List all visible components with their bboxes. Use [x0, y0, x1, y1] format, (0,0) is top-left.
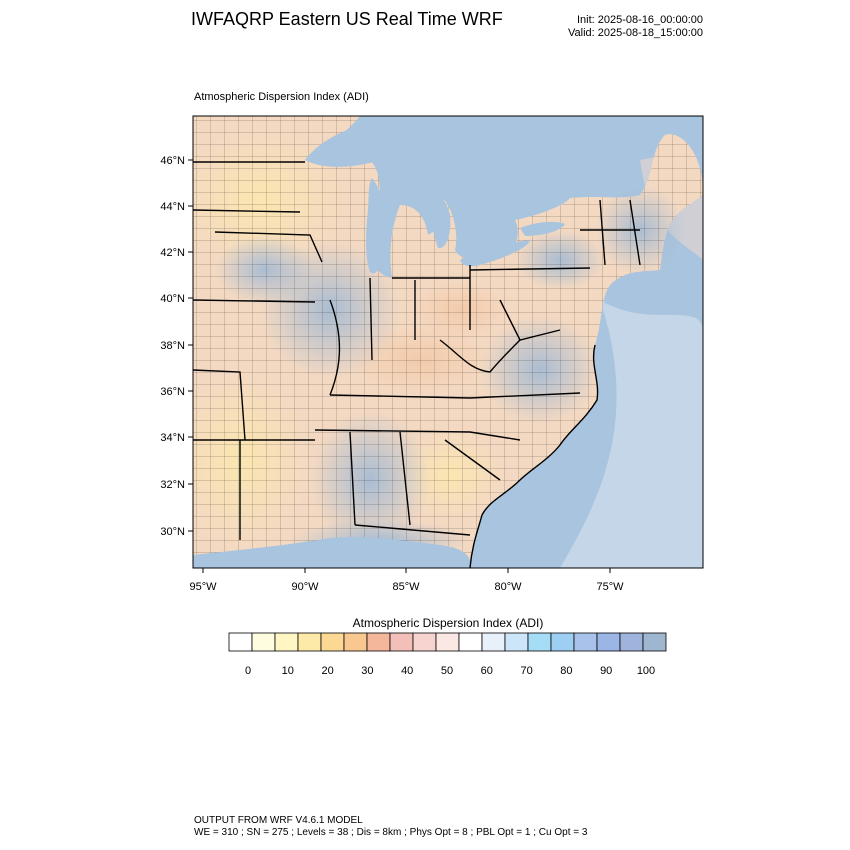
init-time: Init: 2025-08-16_00:00:00 — [577, 14, 703, 26]
lat-tick-label: 44°N — [160, 201, 185, 213]
map-frame — [192, 115, 704, 569]
run-times: Init: 2025-08-16_00:00:00 Valid: 2025-08… — [568, 14, 703, 40]
colorbar-tick-labels: 0 10 20 30 40 50 60 70 80 90 100 — [245, 665, 655, 677]
lake-huron — [408, 178, 451, 249]
colorbar-tick-label: 80 — [560, 665, 572, 677]
colorbar-swatch — [642, 632, 667, 652]
colorbar-swatch — [504, 632, 529, 652]
colorbar-tick-label: 60 — [481, 665, 493, 677]
page-title: IWFAQRP Eastern US Real Time WRF — [191, 9, 503, 29]
model-info-line2: WE = 310 ; SN = 275 ; Levels = 38 ; Dis … — [194, 827, 588, 838]
lake-michigan — [366, 178, 387, 274]
coastline — [469, 344, 599, 568]
lat-tick-label: 40°N — [160, 293, 185, 305]
colorbar-swatch — [343, 632, 368, 652]
longitude-axis: 95°W 90°W 85°W 80°W 75°W — [189, 568, 624, 593]
colorbar-tick-label: 50 — [441, 665, 453, 677]
map-area — [193, 116, 703, 568]
colorbar-swatch — [573, 632, 598, 652]
colorbar-swatch — [550, 632, 575, 652]
lat-tick-label: 32°N — [160, 479, 185, 491]
colorbar-swatch — [274, 632, 299, 652]
colorbar-tick-label: 30 — [361, 665, 373, 677]
colorbar-swatch — [297, 632, 322, 652]
colorbar-swatch — [251, 632, 276, 652]
colorbar-swatch — [435, 632, 460, 652]
colorbar — [228, 632, 667, 652]
colorbar-swatch — [320, 632, 345, 652]
lake-ontario — [520, 221, 565, 236]
colorbar-tick-label: 0 — [245, 665, 251, 677]
colorbar-swatch — [481, 632, 506, 652]
colorbar-swatch — [389, 632, 414, 652]
lake-erie — [460, 240, 530, 267]
colorbar-swatch — [527, 632, 552, 652]
lat-tick-label: 30°N — [160, 526, 185, 538]
colorbar-tick-label: 40 — [401, 665, 413, 677]
colorbar-swatch — [619, 632, 644, 652]
state-borders — [193, 161, 641, 540]
colorbar-tick-label: 10 — [282, 665, 294, 677]
lon-tick-label: 75°W — [596, 581, 624, 593]
lat-tick-label: 38°N — [160, 340, 185, 352]
colorbar-swatch — [412, 632, 437, 652]
gulf-of-mexico — [193, 537, 472, 568]
model-info-line1: OUTPUT FROM WRF V4.6.1 MODEL — [194, 815, 363, 826]
colorbar-swatch — [596, 632, 621, 652]
lon-tick-label: 80°W — [494, 581, 522, 593]
colorbar-tick-label: 90 — [600, 665, 612, 677]
colorbar-swatch — [458, 632, 483, 652]
lon-tick-label: 95°W — [189, 581, 217, 593]
latitude-axis: 46°N 44°N 42°N 40°N 38°N 36°N 34°N 32°N 30°N — [160, 155, 193, 538]
colorbar-tick-label: 100 — [637, 665, 655, 677]
lat-tick-label: 46°N — [160, 155, 185, 167]
valid-time: Valid: 2025-08-18_15:00:00 — [568, 27, 703, 39]
lake-superior — [305, 121, 423, 167]
lon-tick-label: 90°W — [291, 581, 319, 593]
plot-subtitle: Atmospheric Dispersion Index (ADI) — [194, 91, 369, 103]
lon-tick-label: 85°W — [392, 581, 420, 593]
ocean-light-band — [560, 300, 703, 568]
model-info: OUTPUT FROM WRF V4.6.1 MODEL WE = 310 ; … — [194, 815, 587, 839]
colorbar-swatch — [228, 632, 253, 652]
lat-tick-label: 42°N — [160, 247, 185, 259]
colorbar-swatch — [366, 632, 391, 652]
colorbar-title: Atmospheric Dispersion Index (ADI) — [353, 616, 544, 630]
colorbar-tick-label: 20 — [321, 665, 333, 677]
lat-tick-label: 36°N — [160, 386, 185, 398]
colorbar-tick-label: 70 — [520, 665, 532, 677]
lat-tick-label: 34°N — [160, 432, 185, 444]
